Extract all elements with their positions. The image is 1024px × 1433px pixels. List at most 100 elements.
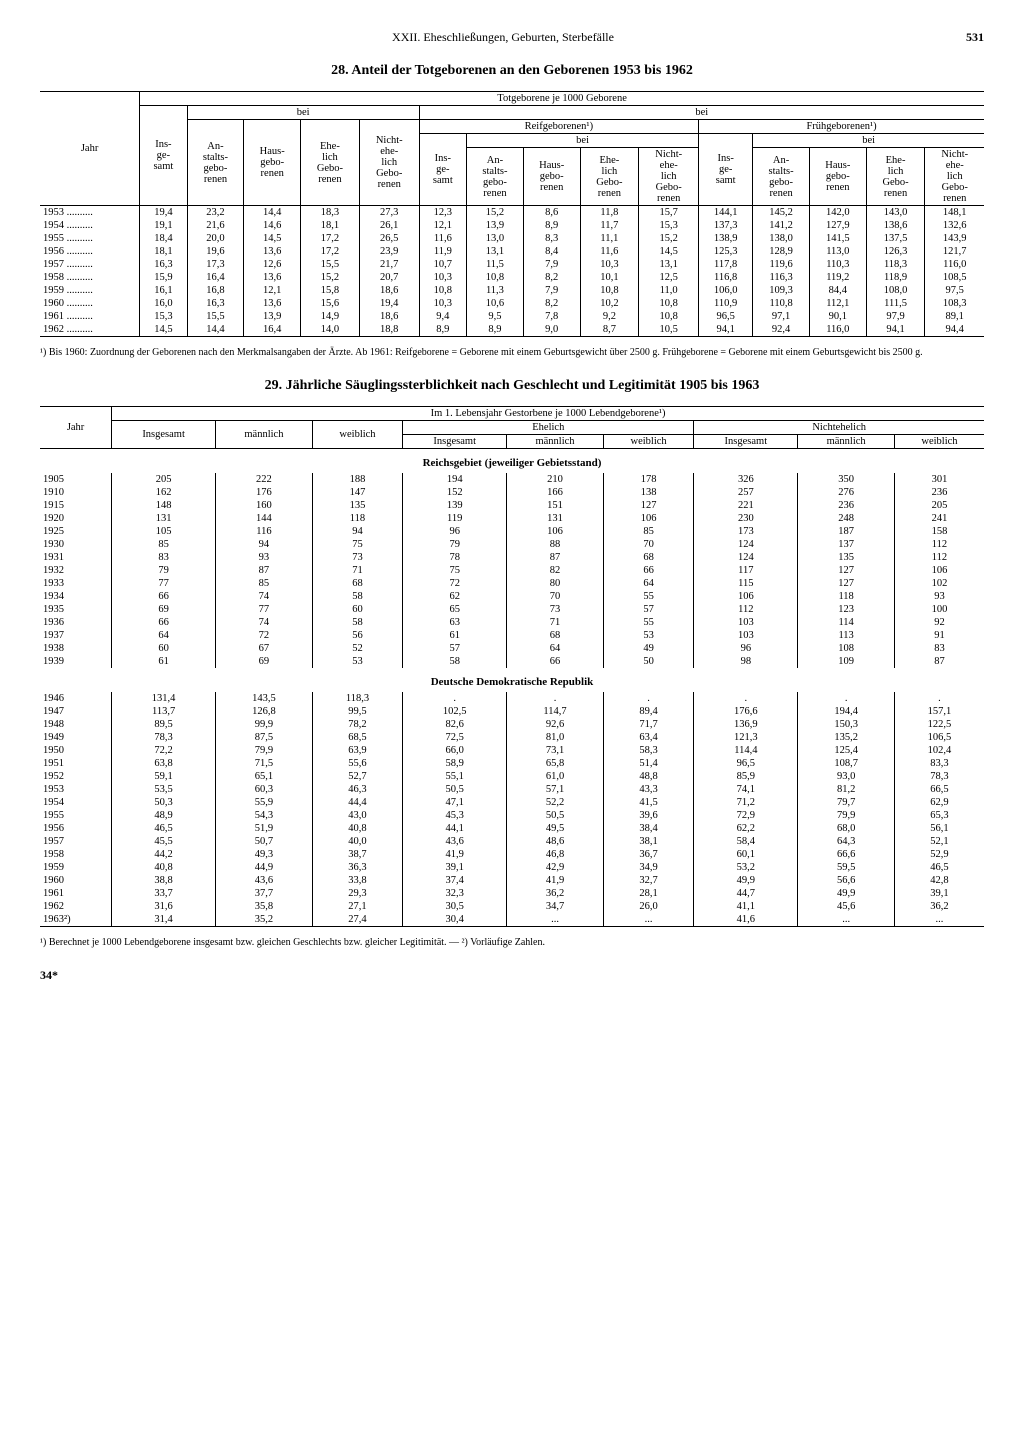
table-cell: 37,7 bbox=[216, 887, 313, 900]
table-cell: 248 bbox=[798, 512, 895, 525]
table-cell: 26,1 bbox=[359, 219, 419, 232]
table-cell: 34,7 bbox=[507, 900, 604, 913]
table-cell: 18,6 bbox=[359, 310, 419, 323]
table-cell: 65 bbox=[403, 603, 507, 616]
table-cell: 50,5 bbox=[403, 783, 507, 796]
table-cell: 30,4 bbox=[403, 913, 507, 927]
table-row-year: 1934 bbox=[40, 590, 112, 603]
table-cell: 77 bbox=[112, 577, 216, 590]
table-cell: 43,0 bbox=[312, 809, 403, 822]
table-cell: 48,6 bbox=[507, 835, 604, 848]
table-row-year: 1948 bbox=[40, 718, 112, 731]
table-row-year: 1955 bbox=[40, 232, 140, 245]
table-cell: 13,6 bbox=[244, 271, 301, 284]
table-cell: 57 bbox=[603, 603, 694, 616]
table-cell: 119,2 bbox=[809, 271, 866, 284]
table-cell: 72,9 bbox=[694, 809, 798, 822]
table-cell: 97,1 bbox=[753, 310, 810, 323]
t29-h-ehe-w: weiblich bbox=[603, 435, 694, 449]
table-cell: 46,5 bbox=[112, 822, 216, 835]
table-cell: 11,7 bbox=[580, 219, 639, 232]
table-cell: 53,2 bbox=[694, 861, 798, 874]
table-cell: 58 bbox=[312, 590, 403, 603]
table-cell: 9,2 bbox=[580, 310, 639, 323]
table-cell: 71 bbox=[507, 616, 604, 629]
t28-h-nehe1: Nicht- ehe- lich Gebo- renen bbox=[359, 120, 419, 206]
table-cell: 79 bbox=[112, 564, 216, 577]
table-cell: 12,1 bbox=[419, 219, 466, 232]
t28-h-anst2: An- stalts- gebo- renen bbox=[467, 148, 524, 206]
t28-h-jahr: Jahr bbox=[40, 92, 140, 206]
table-cell: 106,5 bbox=[894, 731, 984, 744]
table-cell: 52,1 bbox=[894, 835, 984, 848]
table-cell: 78,2 bbox=[312, 718, 403, 731]
table-cell: 160 bbox=[216, 499, 313, 512]
table-row-year: 1932 bbox=[40, 564, 112, 577]
table-cell: 26,5 bbox=[359, 232, 419, 245]
table-cell: 66,0 bbox=[403, 744, 507, 757]
table-cell: 14,5 bbox=[140, 323, 187, 337]
table-cell: 11,5 bbox=[467, 258, 524, 271]
table-cell: 119 bbox=[403, 512, 507, 525]
table-row-year: 1949 bbox=[40, 731, 112, 744]
table-cell: 110,3 bbox=[809, 258, 866, 271]
table-cell: 10,8 bbox=[580, 284, 639, 297]
table-cell: 100 bbox=[894, 603, 984, 616]
table-cell: 39,1 bbox=[894, 887, 984, 900]
table-cell: 112,1 bbox=[809, 297, 866, 310]
table-cell: 52,9 bbox=[894, 848, 984, 861]
table-cell: 17,2 bbox=[301, 232, 360, 245]
table-cell: 85,9 bbox=[694, 770, 798, 783]
table-cell: 60,1 bbox=[694, 848, 798, 861]
table-cell: 46,8 bbox=[507, 848, 604, 861]
table-cell: 14,4 bbox=[244, 206, 301, 220]
table-cell: 62,2 bbox=[694, 822, 798, 835]
table-cell: 13,9 bbox=[244, 310, 301, 323]
table-cell: 30,5 bbox=[403, 900, 507, 913]
table-row-year: 1925 bbox=[40, 525, 112, 538]
table-cell: 33,8 bbox=[312, 874, 403, 887]
table-cell: 78 bbox=[403, 551, 507, 564]
table-cell: 45,6 bbox=[798, 900, 895, 913]
table-cell: 15,5 bbox=[187, 310, 244, 323]
table-cell: 44,2 bbox=[112, 848, 216, 861]
table-cell: 52 bbox=[312, 642, 403, 655]
table-cell: 14,4 bbox=[187, 323, 244, 337]
table-cell: 94 bbox=[312, 525, 403, 538]
table-cell: 35,2 bbox=[216, 913, 313, 927]
table-cell: 11,9 bbox=[419, 245, 466, 258]
t28-h-anst1: An- stalts- gebo- renen bbox=[187, 120, 244, 206]
table-cell: 65,3 bbox=[894, 809, 984, 822]
t28-h-ins: Ins- ge- samt bbox=[140, 106, 187, 206]
table-cell: 143,5 bbox=[216, 692, 313, 705]
table-cell: 43,6 bbox=[216, 874, 313, 887]
table-cell: 145,2 bbox=[753, 206, 810, 220]
table-cell: 56,1 bbox=[894, 822, 984, 835]
table-cell: 138 bbox=[603, 486, 694, 499]
t29-h-nehe: Nichtehelich bbox=[694, 421, 984, 435]
table-cell: 10,3 bbox=[419, 297, 466, 310]
table-cell: 89,5 bbox=[112, 718, 216, 731]
table-cell: 12,5 bbox=[639, 271, 699, 284]
table-cell: 8,2 bbox=[523, 297, 580, 310]
table-cell: 141,2 bbox=[753, 219, 810, 232]
table-cell: 7,8 bbox=[523, 310, 580, 323]
table-cell: 109 bbox=[798, 655, 895, 668]
table-row-year: 1930 bbox=[40, 538, 112, 551]
table-cell: 68 bbox=[312, 577, 403, 590]
table-cell: 63,4 bbox=[603, 731, 694, 744]
table-cell: 27,4 bbox=[312, 913, 403, 927]
table-cell: 117,8 bbox=[699, 258, 753, 271]
table-cell: 50,5 bbox=[507, 809, 604, 822]
t28-h-haus2: Haus- gebo- renen bbox=[523, 148, 580, 206]
table-cell: 113 bbox=[798, 629, 895, 642]
table-row-year: 1957 bbox=[40, 835, 112, 848]
table-cell: 66,6 bbox=[798, 848, 895, 861]
table-row-year: 1953 bbox=[40, 783, 112, 796]
table-cell: 74 bbox=[216, 590, 313, 603]
t29-h-m: männlich bbox=[216, 421, 313, 449]
table-cell: 150,3 bbox=[798, 718, 895, 731]
table-cell: 64 bbox=[112, 629, 216, 642]
table-cell: 16,3 bbox=[187, 297, 244, 310]
table-cell: 99,9 bbox=[216, 718, 313, 731]
